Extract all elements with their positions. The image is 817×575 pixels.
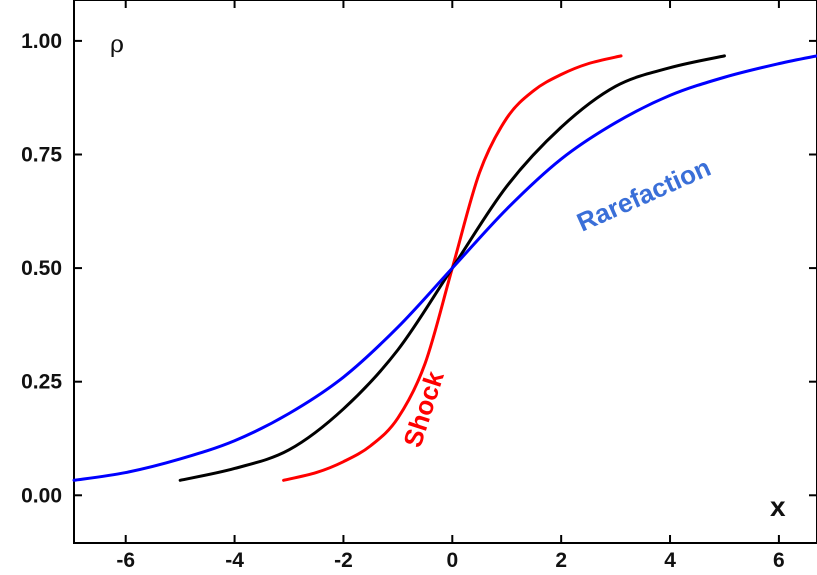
x-tick-label: -6 bbox=[116, 549, 135, 572]
series-lines bbox=[72, 54, 817, 482]
x-tick-label: -4 bbox=[225, 549, 244, 572]
y-tick-label: 0.00 bbox=[21, 484, 62, 507]
x-tick-label: 4 bbox=[664, 549, 676, 572]
y-tick-label: 0.25 bbox=[21, 371, 62, 394]
x-axis-ticks: -6 -4 -2 0 2 4 6 bbox=[116, 0, 785, 572]
y-tick-label: 0.75 bbox=[21, 143, 62, 166]
rarefaction-annotation: Rarefaction bbox=[572, 152, 715, 238]
x-tick-label: -2 bbox=[334, 549, 353, 572]
plot-frame bbox=[73, 0, 817, 544]
x-axis-label: x bbox=[770, 491, 786, 522]
y-tick-label: 1.00 bbox=[21, 30, 62, 53]
y-axis-label: ρ bbox=[110, 30, 124, 58]
x-tick-label: 6 bbox=[773, 549, 785, 572]
y-axis-ticks: 0.00 0.25 0.50 0.75 1.00 bbox=[21, 30, 817, 507]
x-tick-label: 2 bbox=[555, 549, 567, 572]
y-tick-label: 0.50 bbox=[21, 257, 62, 280]
series-line-2 bbox=[72, 54, 817, 482]
x-tick-label: 0 bbox=[446, 549, 458, 572]
